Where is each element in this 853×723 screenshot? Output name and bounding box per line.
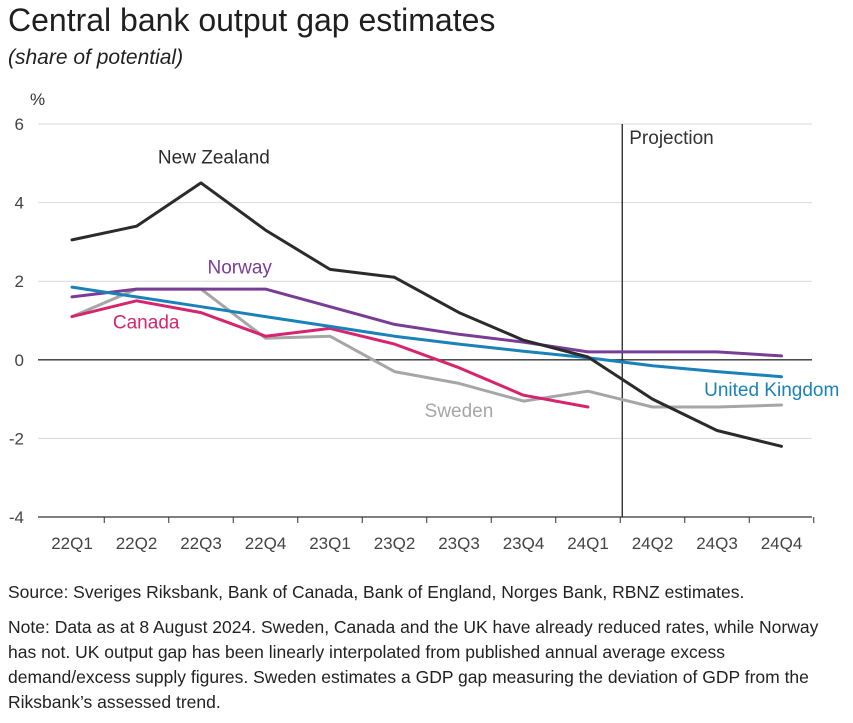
grid-lines: [38, 123, 812, 518]
chart-title: Central bank output gap estimates: [8, 2, 496, 38]
series-line-norway: [70, 287, 783, 358]
projection-marker: Projection: [621, 124, 714, 517]
x-tick-label: 23Q2: [374, 534, 416, 553]
x-tick-label: 22Q4: [245, 534, 287, 553]
projection-label: Projection: [629, 128, 714, 149]
y-tick-label: -4: [9, 508, 24, 527]
x-tick-label: 22Q3: [180, 534, 222, 553]
series-label-new-zealand: New Zealand: [158, 147, 270, 168]
x-tick-label: 24Q4: [761, 534, 803, 553]
chart-subtitle: (share of potential): [8, 46, 184, 69]
series-label-united-kingdom: United Kingdom: [704, 380, 839, 401]
series-label-canada: Canada: [113, 312, 180, 333]
source-text: Source: Sveriges Riksbank, Bank of Canad…: [8, 582, 745, 602]
x-tick-label: 22Q1: [51, 534, 93, 553]
x-tick-label: 24Q3: [696, 534, 738, 553]
series-line-united-kingdom: [70, 285, 783, 379]
x-tick-label: 24Q1: [567, 534, 609, 553]
y-tick-label: 2: [15, 272, 24, 291]
x-axis-ticks: 22Q1 22Q2 22Q3 22Q4 23Q1 23Q2 23Q3 23Q4 24Q1 24Q2…: [51, 517, 815, 553]
y-axis-ticks: 6 4 2 0 -2 -4: [9, 115, 24, 527]
x-tick-label: 23Q4: [503, 534, 545, 553]
y-tick-label: -2: [9, 429, 24, 448]
series-label-sweden: Sweden: [425, 401, 494, 422]
x-tick-label: 23Q1: [309, 534, 351, 553]
x-tick-label: 23Q3: [438, 534, 480, 553]
series-label-norway: Norway: [207, 257, 272, 278]
y-tick-label: 6: [15, 115, 24, 134]
y-tick-label: 4: [15, 194, 24, 213]
x-tick-label: 22Q2: [116, 534, 158, 553]
series-line-canada: [70, 299, 590, 409]
series-line-sweden: [70, 287, 783, 409]
y-tick-label: 0: [15, 351, 24, 370]
series-line-new-zealand: [70, 181, 783, 448]
note-text: Note: Data as at 8 August 2024. Sweden, …: [8, 617, 819, 712]
series-labels: Sweden Canada Norway United Kingdom New Zeal…: [113, 147, 839, 421]
y-axis-unit-label: %: [30, 90, 45, 109]
x-tick-label: 24Q2: [632, 534, 674, 553]
series-lines: [70, 181, 783, 448]
